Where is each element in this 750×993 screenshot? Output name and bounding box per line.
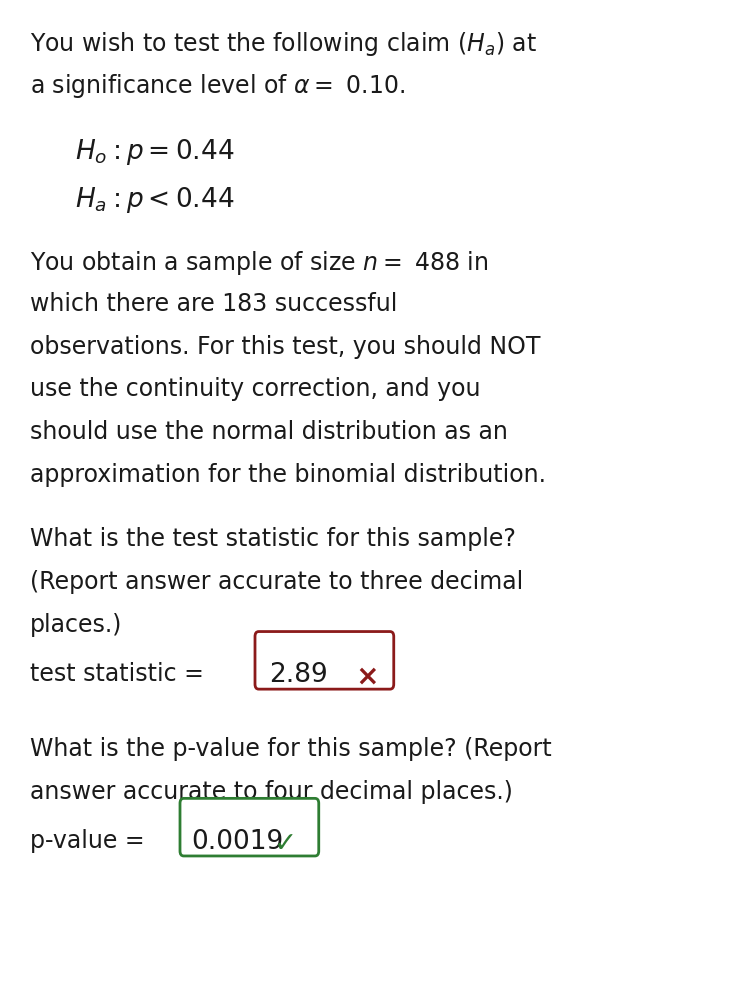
Text: ✓: ✓	[274, 830, 297, 858]
Text: test statistic =: test statistic =	[30, 662, 211, 686]
Text: a significance level of $\alpha =$ 0.10.: a significance level of $\alpha =$ 0.10.	[30, 72, 405, 100]
Text: What is the test statistic for this sample?: What is the test statistic for this samp…	[30, 527, 516, 551]
Text: $H_a : p < 0.44$: $H_a : p < 0.44$	[75, 185, 235, 214]
Text: $H_o : p = 0.44$: $H_o : p = 0.44$	[75, 137, 235, 167]
Text: observations. For this test, you should NOT: observations. For this test, you should …	[30, 335, 541, 358]
Text: p-value =: p-value =	[30, 829, 152, 853]
Text: approximation for the binomial distribution.: approximation for the binomial distribut…	[30, 463, 546, 487]
Text: should use the normal distribution as an: should use the normal distribution as an	[30, 420, 508, 444]
Text: places.): places.)	[30, 613, 122, 637]
Text: 0.0019: 0.0019	[191, 829, 284, 855]
Text: You wish to test the following claim ($H_a$) at: You wish to test the following claim ($H…	[30, 30, 537, 58]
Text: 2.89: 2.89	[269, 662, 328, 688]
Text: ×: ×	[338, 663, 380, 691]
FancyBboxPatch shape	[255, 632, 394, 689]
Text: (Report answer accurate to three decimal: (Report answer accurate to three decimal	[30, 570, 524, 594]
Text: answer accurate to four decimal places.): answer accurate to four decimal places.)	[30, 780, 513, 803]
Text: which there are 183 successful: which there are 183 successful	[30, 292, 398, 316]
Text: You obtain a sample of size $n =$ 488 in: You obtain a sample of size $n =$ 488 in	[30, 249, 488, 277]
FancyBboxPatch shape	[180, 798, 319, 856]
Text: What is the p-value for this sample? (Report: What is the p-value for this sample? (Re…	[30, 737, 552, 761]
Text: use the continuity correction, and you: use the continuity correction, and you	[30, 377, 481, 401]
